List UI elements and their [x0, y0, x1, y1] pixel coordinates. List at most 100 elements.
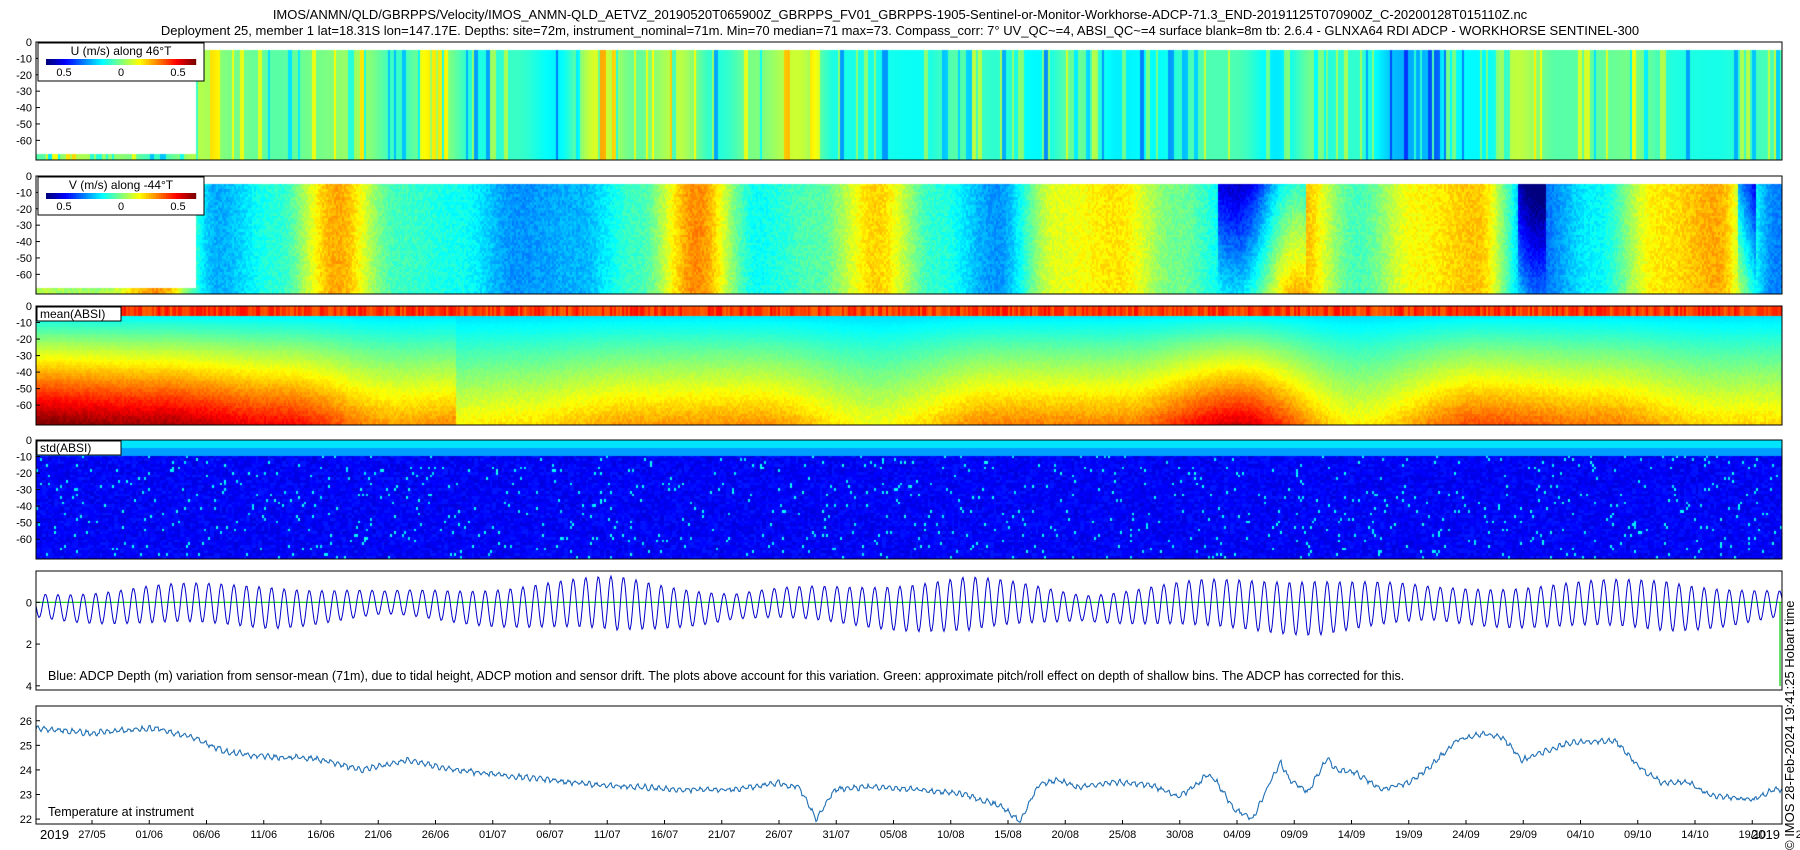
colorbar-swatch: [91, 59, 94, 65]
depth-panel: 0 2 4 Blue: ADCP Depth (m) variation from s…: [26, 570, 1783, 693]
x-tick-label: 06/06: [193, 829, 221, 841]
colorbar-swatch: [158, 59, 162, 65]
time-axis: 27/05 01/06 06/06 11/06 16/06 21/06 26/06 01/07…: [40, 820, 1800, 842]
colorbar-swatch: [176, 59, 179, 65]
colorbar-swatch: [131, 193, 134, 199]
colorbar-swatch: [83, 193, 87, 199]
colorbar-swatch: [173, 193, 177, 199]
y-tick-label: 4: [26, 681, 32, 693]
colorbar-swatch: [141, 59, 144, 65]
colorbar-swatch: [143, 59, 147, 65]
x-tick-label: 10/08: [937, 829, 965, 841]
colorbar-swatch: [163, 59, 167, 65]
heatmap-image: [36, 42, 1782, 160]
y-tick-label: 24: [20, 765, 32, 777]
colorbar-swatch: [71, 193, 74, 199]
colorbar-swatch: [133, 59, 137, 65]
temperature-line: [35, 724, 1783, 824]
x-tick-label: 26/07: [765, 829, 793, 841]
colorbar-swatch: [183, 59, 187, 65]
colorbar-swatch: [188, 193, 192, 199]
colorbar-legend: V (m/s) along -44°T 0.5 0 0.5: [37, 176, 205, 216]
colorbar-swatch: [73, 59, 77, 65]
panel-frame: [35, 41, 1783, 161]
colorbar-swatch: [121, 59, 124, 65]
y-tick-label: -20: [16, 70, 32, 82]
colorbar-swatch: [63, 59, 67, 65]
y-tick-label: 22: [20, 814, 32, 826]
x-tick-label: 31/07: [822, 829, 850, 841]
colorbar-swatch: [58, 59, 62, 65]
x-tick-label: 25/08: [1109, 829, 1137, 841]
colorbar-swatch: [46, 59, 49, 65]
y-tick-label: -40: [16, 501, 32, 513]
colorbar-swatch: [166, 59, 169, 65]
colorbar-swatch: [186, 59, 189, 65]
colorbar-swatch: [113, 193, 117, 199]
y-tick-label: -30: [16, 351, 32, 363]
colorbar-swatch: [98, 59, 102, 65]
colorbar-swatch: [138, 59, 142, 65]
colorbar-swatch: [168, 193, 172, 199]
colorbar-swatch: [101, 59, 104, 65]
heatmap-panel-2: 0 -10 -20 -30 -40 -50 -60 V (m/s) along -44°T 0.…: [16, 171, 1783, 295]
colorbar-swatch: [103, 59, 107, 65]
colorbar-swatch: [146, 193, 149, 199]
colorbar-swatch: [68, 59, 72, 65]
colorbar-tick: 0: [118, 67, 124, 79]
colorbar-swatch: [103, 193, 107, 199]
colorbar-swatch: [96, 59, 99, 65]
colorbar-swatch: [61, 193, 64, 199]
colorbar-swatch: [73, 193, 77, 199]
colorbar-swatch: [126, 59, 129, 65]
x-tick-label: 09/09: [1280, 829, 1308, 841]
legend-label: U (m/s) along 46°T: [71, 44, 172, 58]
colorbar-swatch: [146, 59, 149, 65]
colorbar-swatch: [86, 193, 89, 199]
colorbar-swatch: [86, 59, 89, 65]
colorbar-swatch: [161, 59, 164, 65]
y-tick-label: -20: [16, 468, 32, 480]
page-title: IMOS/ANMN/QLD/GBRPPS/Velocity/IMOS_ANMN-…: [272, 7, 1528, 22]
colorbar-swatch: [151, 59, 154, 65]
colorbar-swatch: [153, 59, 157, 65]
colorbar-swatch: [153, 193, 157, 199]
y-tick-label: 0: [26, 301, 32, 313]
colorbar-swatch: [116, 193, 119, 199]
colorbar-swatch: [108, 59, 112, 65]
colorbar-swatch: [53, 59, 57, 65]
x-tick-label: 29/09: [1509, 829, 1537, 841]
colorbar-swatch: [53, 193, 57, 199]
y-tick-label: -50: [16, 518, 32, 530]
copyright-note: © IMOS 28-Feb-2024 19:41:25 Hobart time: [1782, 600, 1797, 850]
temperature-panel: 26 25 24 23 22 Temperature at instrument: [20, 705, 1783, 826]
x-tick-label: 24/09: [1452, 829, 1480, 841]
x-tick-label: 04/09: [1223, 829, 1251, 841]
colorbar-swatch: [81, 59, 84, 65]
colorbar-swatch: [123, 59, 127, 65]
colorbar-swatch: [163, 193, 167, 199]
legend-label: mean(ABSI): [40, 307, 105, 321]
colorbar-swatch: [66, 59, 69, 65]
colorbar-swatch: [76, 59, 79, 65]
colorbar-swatch: [171, 193, 174, 199]
colorbar-swatch: [91, 193, 94, 199]
colorbar-swatch: [158, 193, 162, 199]
colorbar-swatch: [128, 193, 132, 199]
colorbar-swatch: [136, 59, 139, 65]
colorbar-swatch: [116, 59, 119, 65]
colorbar-tick: 0.5: [170, 67, 185, 79]
y-tick-label: 2: [26, 639, 32, 651]
heatmap-panel-1: 0-10-20-30-40-50-60U (m/s) along 46°T0.5…: [16, 37, 1783, 161]
colorbar-swatch: [131, 59, 134, 65]
x-tick-label: 19/10: [1738, 829, 1766, 841]
colorbar-swatch: [83, 59, 87, 65]
colorbar-swatch: [176, 193, 179, 199]
colorbar-swatch: [106, 59, 109, 65]
x-tick-label: 14/09: [1338, 829, 1366, 841]
colorbar-swatch: [48, 59, 52, 65]
x-tick-label: 30/08: [1166, 829, 1194, 841]
colorbar-swatch: [156, 193, 159, 199]
y-tick-label: -30: [16, 86, 32, 98]
colorbar-swatch: [63, 193, 67, 199]
